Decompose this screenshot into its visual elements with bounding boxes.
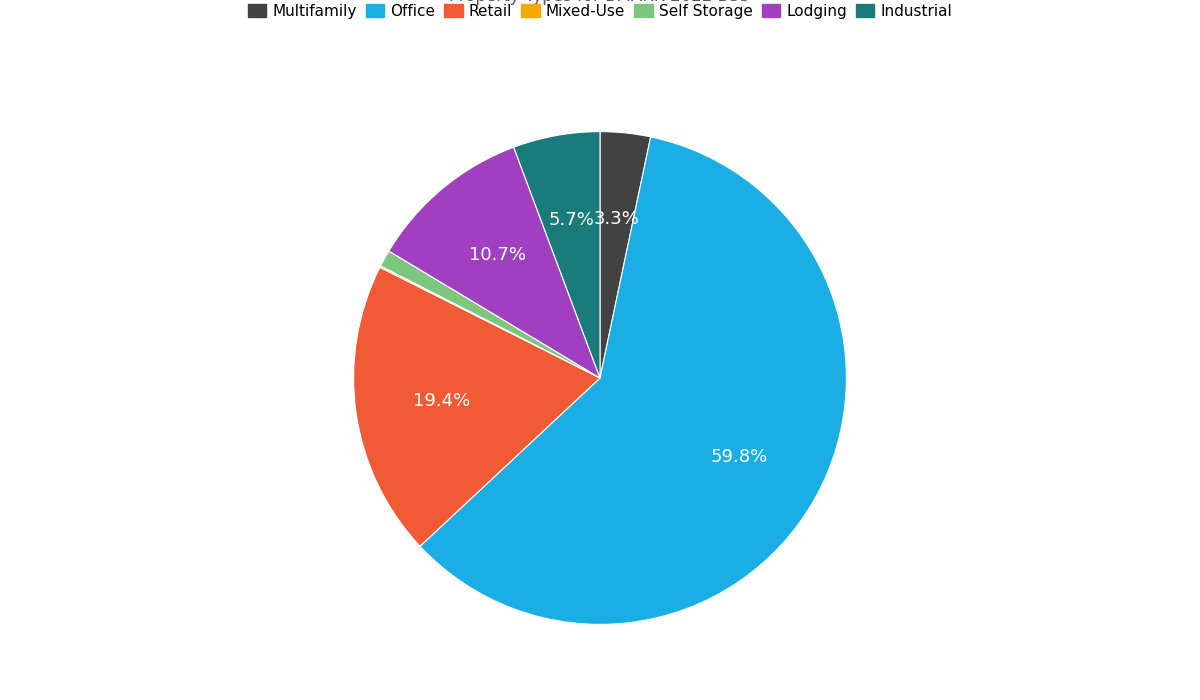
Title: Property Types for BMARK 2022-B35: Property Types for BMARK 2022-B35 <box>450 0 750 5</box>
Legend: Multifamily, Office, Retail, Mixed-Use, Self Storage, Lodging, Industrial: Multifamily, Office, Retail, Mixed-Use, … <box>241 0 959 25</box>
Wedge shape <box>389 147 600 378</box>
Wedge shape <box>354 267 600 546</box>
Text: 10.7%: 10.7% <box>469 246 526 264</box>
Text: 5.7%: 5.7% <box>548 211 594 230</box>
Wedge shape <box>420 137 846 624</box>
Text: 19.4%: 19.4% <box>413 392 470 410</box>
Text: 59.8%: 59.8% <box>710 447 768 466</box>
Text: 3.3%: 3.3% <box>594 210 640 228</box>
Wedge shape <box>600 132 650 378</box>
Wedge shape <box>380 266 600 378</box>
Wedge shape <box>380 251 600 378</box>
Wedge shape <box>514 132 600 378</box>
